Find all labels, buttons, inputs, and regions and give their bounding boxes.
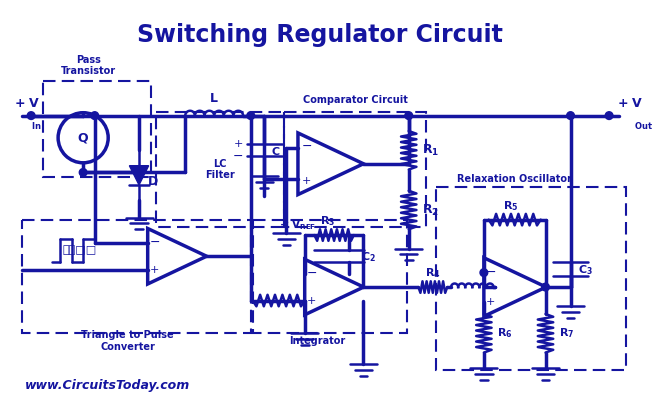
Text: $\mathbf{Out}$: $\mathbf{Out}$ <box>634 121 653 131</box>
Text: $\mathbf{C_3}$: $\mathbf{C_3}$ <box>578 263 593 277</box>
Text: +: + <box>302 176 311 186</box>
Text: Pass
Transistor: Pass Transistor <box>62 55 117 76</box>
Circle shape <box>605 112 613 119</box>
Text: $\mathbf{C_2}$: $\mathbf{C_2}$ <box>361 250 376 264</box>
Text: $\mathbf{R_1}$: $\mathbf{R_1}$ <box>422 143 440 158</box>
Bar <box>283 112 426 227</box>
Text: +: + <box>306 296 316 305</box>
Text: L: L <box>210 92 218 105</box>
Text: $\mathbf{+\ V}$: $\mathbf{+\ V}$ <box>617 97 643 110</box>
Bar <box>253 220 407 333</box>
Bar <box>156 112 283 227</box>
Text: −: − <box>486 266 497 279</box>
Bar <box>43 81 151 177</box>
Text: +: + <box>234 139 243 149</box>
Text: −: − <box>302 140 312 153</box>
Bar <box>436 187 626 370</box>
Text: C: C <box>272 147 280 157</box>
Circle shape <box>91 112 98 119</box>
Text: $\mathbf{R_3}$: $\mathbf{R_3}$ <box>320 215 335 228</box>
Text: Q: Q <box>78 131 89 144</box>
Text: www.CircuitsToday.com: www.CircuitsToday.com <box>26 379 191 392</box>
Bar <box>22 220 251 333</box>
Text: +: + <box>150 265 159 275</box>
Text: −: − <box>150 236 160 249</box>
Text: $\mathbf{R_7}$: $\mathbf{R_7}$ <box>559 326 575 340</box>
Text: Comparator Circuit: Comparator Circuit <box>303 95 407 105</box>
Text: LC
Filter: LC Filter <box>205 159 235 180</box>
Circle shape <box>542 283 549 291</box>
Text: $\mathbf{R_5}$: $\mathbf{R_5}$ <box>503 199 519 213</box>
Polygon shape <box>129 166 149 185</box>
Text: $\mathbf{R_6}$: $\mathbf{R_6}$ <box>497 326 513 340</box>
Text: $\mathbf{+\ V}$: $\mathbf{+\ V}$ <box>14 97 40 110</box>
Text: ꟷꟷ□□: ꟷꟷ□□ <box>62 245 96 255</box>
Text: Triangle to Pulse
Converter: Triangle to Pulse Converter <box>81 330 174 352</box>
Text: Switching Regulator Circuit: Switching Regulator Circuit <box>137 23 503 47</box>
Text: −: − <box>232 150 243 163</box>
Text: Integrator: Integrator <box>289 336 346 346</box>
Text: $\mathbf{R_2}$: $\mathbf{R_2}$ <box>422 202 440 218</box>
Text: Relaxation Oscillator: Relaxation Oscillator <box>457 174 572 184</box>
Circle shape <box>480 269 487 276</box>
Text: +: + <box>486 297 495 307</box>
Text: + $\mathbf{V_{REF}}$: + $\mathbf{V_{REF}}$ <box>279 218 316 232</box>
Circle shape <box>567 112 575 119</box>
Circle shape <box>247 112 255 119</box>
Circle shape <box>28 112 35 119</box>
Text: $\mathbf{R_4}$: $\mathbf{R_4}$ <box>425 267 441 281</box>
Text: −: − <box>306 267 317 280</box>
Circle shape <box>79 168 87 176</box>
Circle shape <box>405 112 413 119</box>
Text: D: D <box>148 175 157 188</box>
Text: $\mathbf{In}$: $\mathbf{In}$ <box>31 121 41 131</box>
